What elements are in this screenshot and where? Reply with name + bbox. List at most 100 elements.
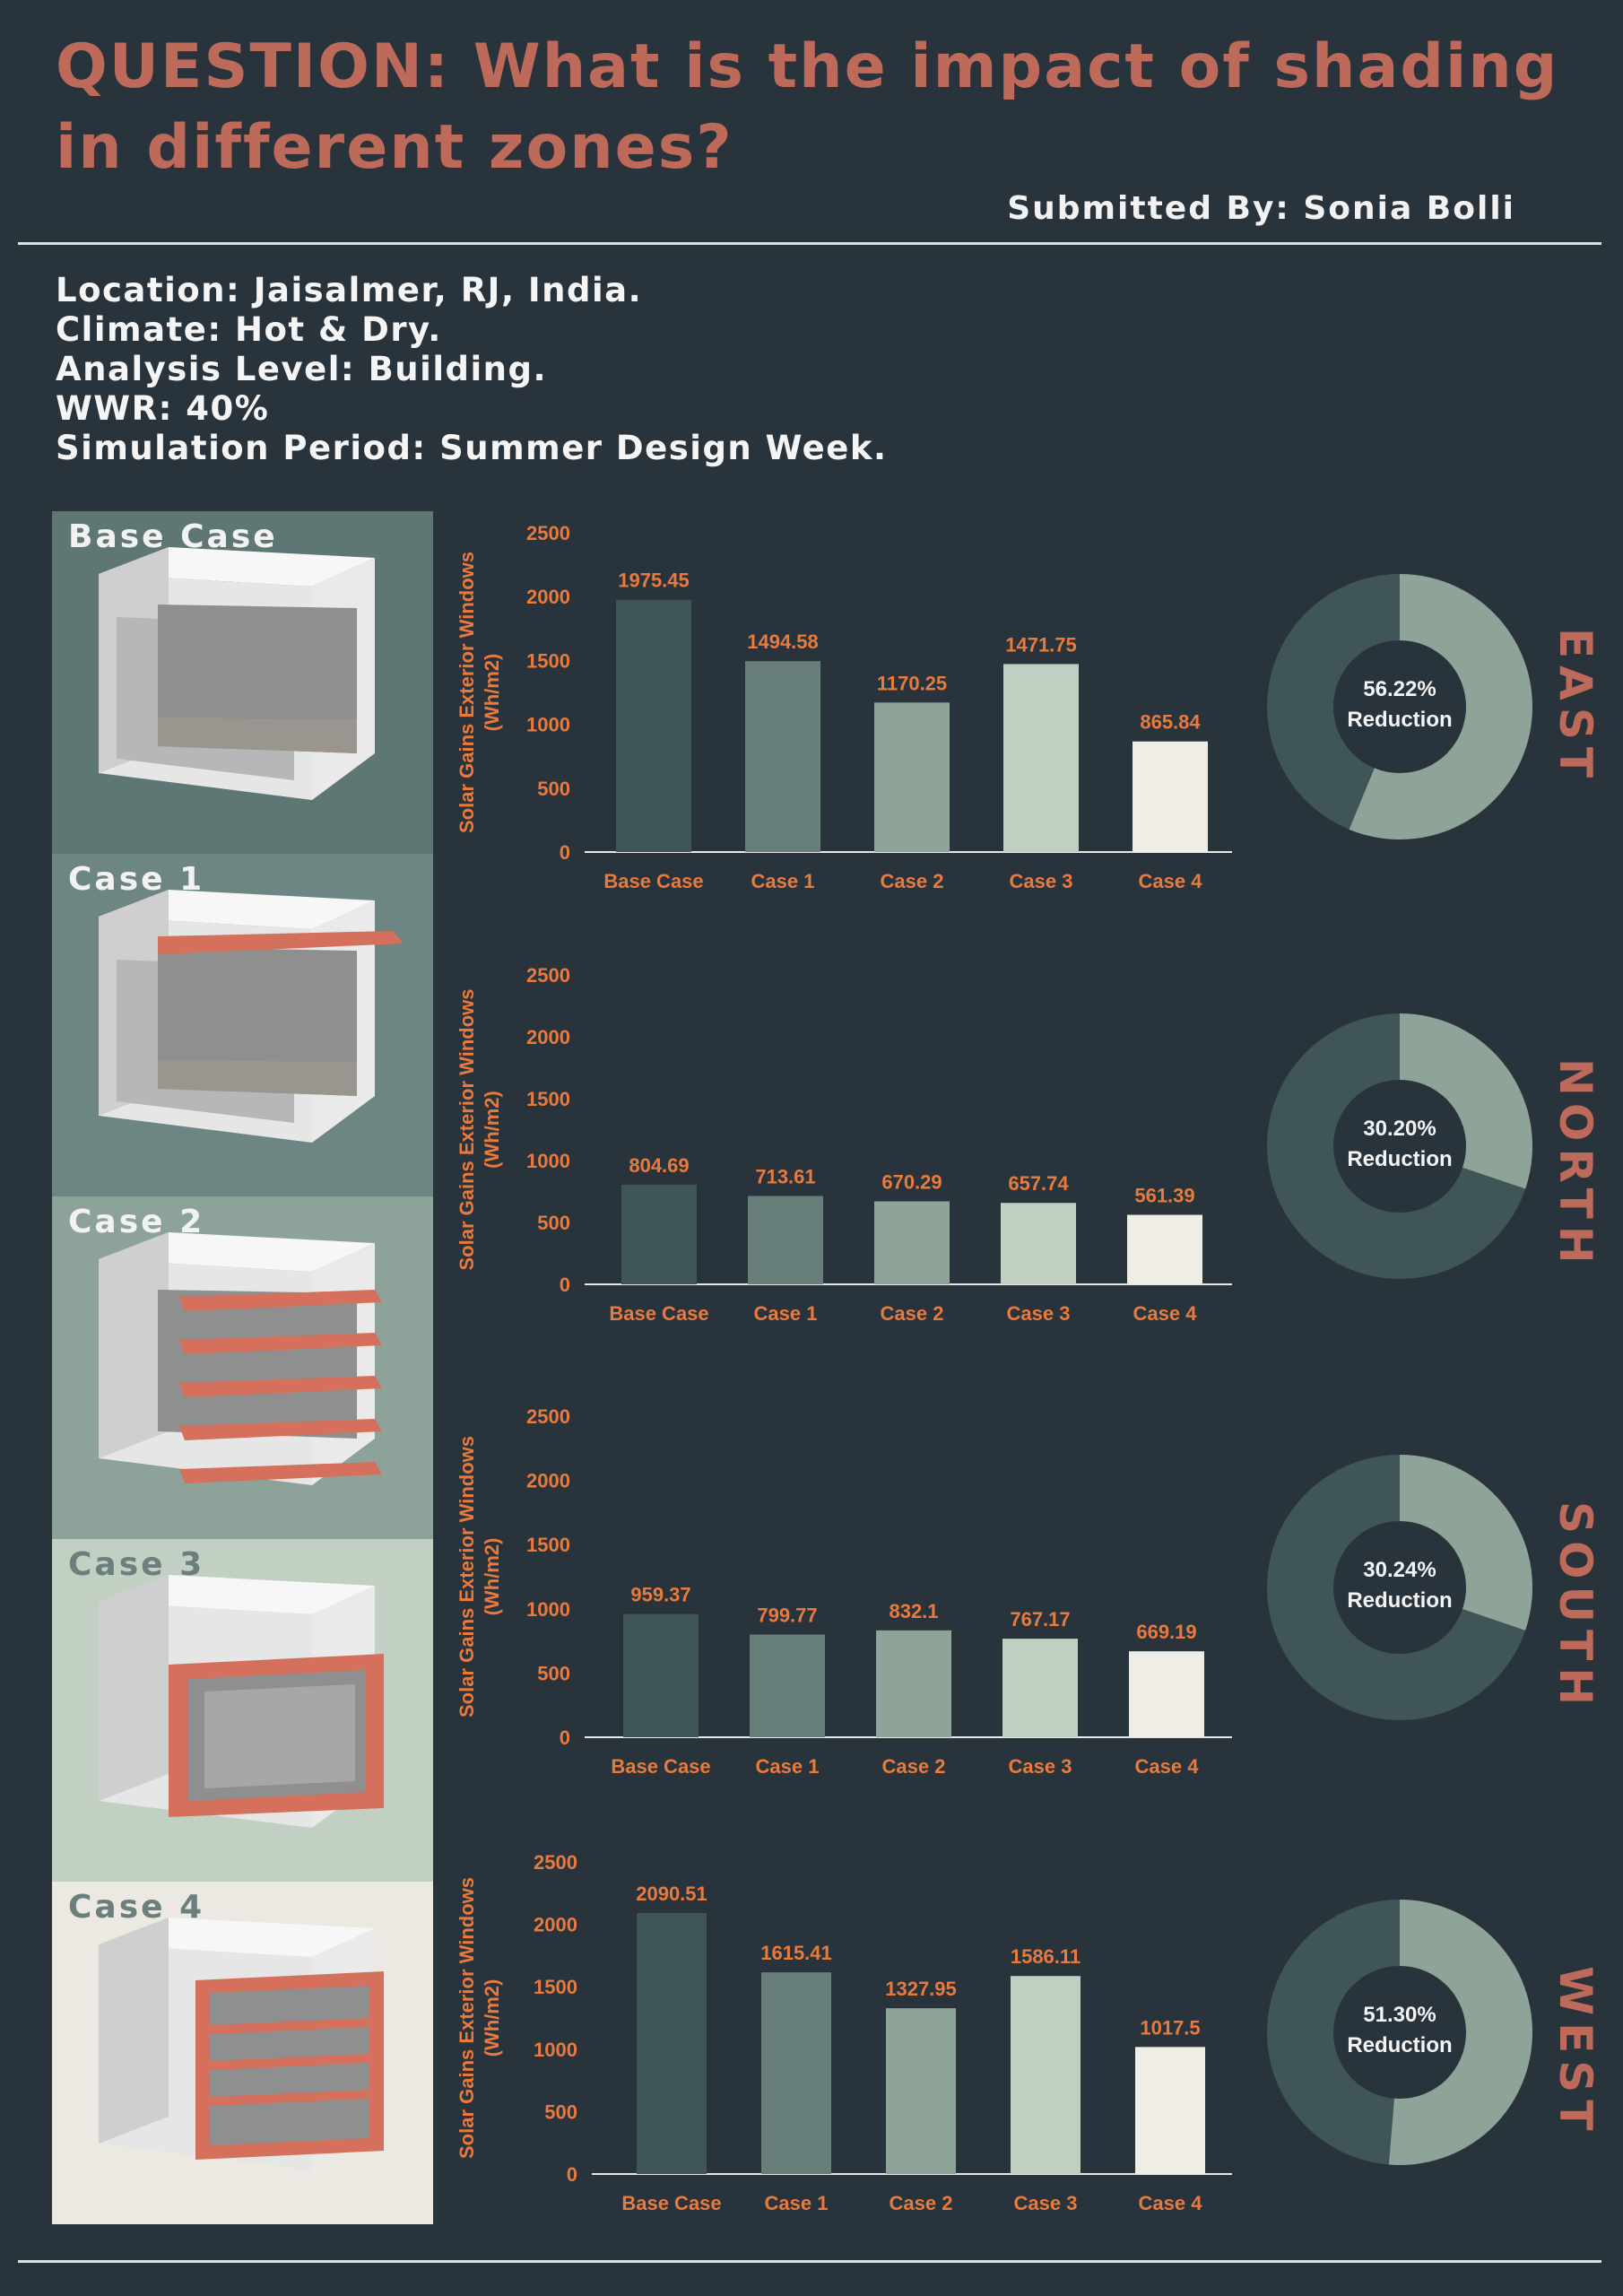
- bar: [1127, 1214, 1202, 1284]
- y-tick-label: 500: [544, 2100, 577, 2123]
- bar-value-label: 1586.11: [1011, 1945, 1081, 1968]
- y-axis-unit: (Wh/m2): [481, 1538, 503, 1616]
- x-tick-label: Case 4: [1139, 2192, 1203, 2214]
- y-tick-label: 1000: [534, 2039, 577, 2061]
- bar: [1135, 2047, 1205, 2174]
- case-4-box-illustration: [99, 1918, 384, 2170]
- y-tick-label: 500: [537, 1662, 570, 1684]
- y-axis-label: Solar Gains Exterior Windows: [456, 1436, 478, 1718]
- x-tick-label: Case 2: [882, 1755, 946, 1778]
- x-tick-label: Base Case: [621, 2192, 721, 2214]
- x-tick-label: Case 1: [751, 870, 815, 892]
- x-tick-label: Case 3: [1014, 2192, 1078, 2214]
- y-tick-label: 1500: [526, 1088, 570, 1110]
- panel-label: Case 2: [68, 1204, 205, 1240]
- bar: [874, 702, 950, 852]
- bar: [621, 1184, 697, 1284]
- y-tick-label: 1000: [526, 1150, 570, 1172]
- bar-value-label: 657.74: [1008, 1172, 1069, 1195]
- bar-value-label: 832.1: [889, 1600, 938, 1622]
- info-climate: Climate: Hot & Dry.: [56, 310, 442, 349]
- y-tick-label: 1500: [526, 649, 570, 672]
- bar: [750, 1634, 825, 1737]
- zone-label-east: EAST: [1549, 628, 1601, 785]
- bar: [876, 1630, 951, 1737]
- bar-value-label: 799.77: [757, 1604, 817, 1626]
- y-axis-label: Solar Gains Exterior Windows: [456, 989, 478, 1271]
- reduction-percent: 51.30%: [1363, 2003, 1436, 2027]
- case-2-box-illustration: [99, 1232, 382, 1485]
- x-tick-label: Case 1: [754, 1302, 818, 1325]
- info-location: Location: Jaisalmer, RJ, India.: [56, 271, 643, 309]
- y-axis-unit: (Wh/m2): [481, 1979, 503, 2057]
- y-axis-label: Solar Gains Exterior Windows: [456, 1877, 478, 2159]
- case-1-box-illustration: [99, 890, 404, 1143]
- bar-value-label: 1494.58: [747, 631, 819, 653]
- zone-label-west: WEST: [1549, 1966, 1601, 2138]
- bar-value-label: 1327.95: [885, 1978, 957, 2000]
- x-tick-label: Base Case: [603, 870, 703, 892]
- donut-hole: [1333, 1966, 1466, 2099]
- bar: [1001, 1203, 1076, 1284]
- panel-label: Case 3: [68, 1546, 205, 1583]
- panel-label: Base Case: [68, 518, 278, 555]
- bar-value-label: 1017.5: [1140, 2016, 1200, 2039]
- overhang-shade: [158, 931, 404, 954]
- case-3-box-illustration: [99, 1575, 384, 1828]
- top-divider: [18, 242, 1601, 245]
- page-title: QUESTION: What is the impact of shading …: [56, 31, 1559, 183]
- bar: [745, 661, 820, 852]
- x-tick-label: Case 2: [890, 2192, 953, 2214]
- panel-case-4: Case 4: [52, 1882, 433, 2224]
- donut-center-label: 51.30% Reduction: [1328, 2000, 1471, 2061]
- bar: [1002, 1639, 1078, 1737]
- y-tick-label: 0: [560, 1726, 570, 1749]
- info-analysis-level: Analysis Level: Building.: [56, 350, 548, 388]
- y-tick-label: 2000: [526, 1026, 570, 1048]
- bar-value-label: 670.29: [881, 1171, 942, 1194]
- bar-value-label: 767.17: [1010, 1608, 1070, 1631]
- reduction-percent: 30.24%: [1363, 1558, 1436, 1582]
- bar-value-label: 865.84: [1140, 711, 1201, 734]
- bar: [886, 2008, 956, 2174]
- y-tick-label: 2500: [526, 1405, 570, 1428]
- x-tick-label: Base Case: [611, 1755, 710, 1778]
- donut-center-label: 56.22% Reduction: [1328, 674, 1471, 735]
- bar: [1133, 741, 1208, 852]
- info-wwr: WWR: 40%: [56, 389, 270, 428]
- donut-hole: [1333, 1521, 1466, 1654]
- y-axis-unit: (Wh/m2): [481, 1091, 503, 1169]
- x-tick-label: Case 1: [765, 2192, 829, 2214]
- x-tick-label: Case 3: [1010, 870, 1073, 892]
- reduction-text: Reduction: [1347, 1588, 1453, 1613]
- donut-center-label: 30.24% Reduction: [1328, 1555, 1471, 1616]
- reduction-text: Reduction: [1347, 2033, 1453, 2057]
- x-tick-label: Case 4: [1135, 1755, 1200, 1778]
- y-tick-label: 1000: [526, 1598, 570, 1621]
- y-tick-label: 0: [560, 1274, 570, 1296]
- project-info: Location: Jaisalmer, RJ, India. Climate:…: [56, 271, 888, 468]
- x-tick-label: Case 4: [1139, 870, 1203, 892]
- x-tick-label: Base Case: [609, 1302, 708, 1325]
- x-tick-label: Case 2: [881, 870, 944, 892]
- y-tick-label: 1000: [526, 714, 570, 736]
- bar-value-label: 669.19: [1136, 1621, 1196, 1643]
- y-tick-label: 2000: [526, 1470, 570, 1492]
- y-tick-label: 500: [537, 1212, 570, 1234]
- bar: [748, 1196, 823, 1284]
- zone-label-north: NORTH: [1549, 1058, 1601, 1271]
- reduction-text: Reduction: [1347, 708, 1453, 732]
- panel-label: Case 1: [68, 861, 205, 898]
- bar-value-label: 804.69: [629, 1154, 689, 1177]
- bar-value-label: 561.39: [1134, 1185, 1194, 1207]
- y-tick-label: 2500: [526, 522, 570, 544]
- x-tick-label: Case 2: [881, 1302, 944, 1325]
- panel-case-2: Case 2: [52, 1196, 433, 1539]
- y-tick-label: 2500: [534, 1851, 577, 1874]
- bar: [623, 1613, 699, 1737]
- y-tick-label: 1500: [526, 1534, 570, 1556]
- zone-label-south: SOUTH: [1549, 1501, 1601, 1713]
- x-tick-label: Case 3: [1009, 1755, 1072, 1778]
- bar-value-label: 959.37: [630, 1584, 690, 1606]
